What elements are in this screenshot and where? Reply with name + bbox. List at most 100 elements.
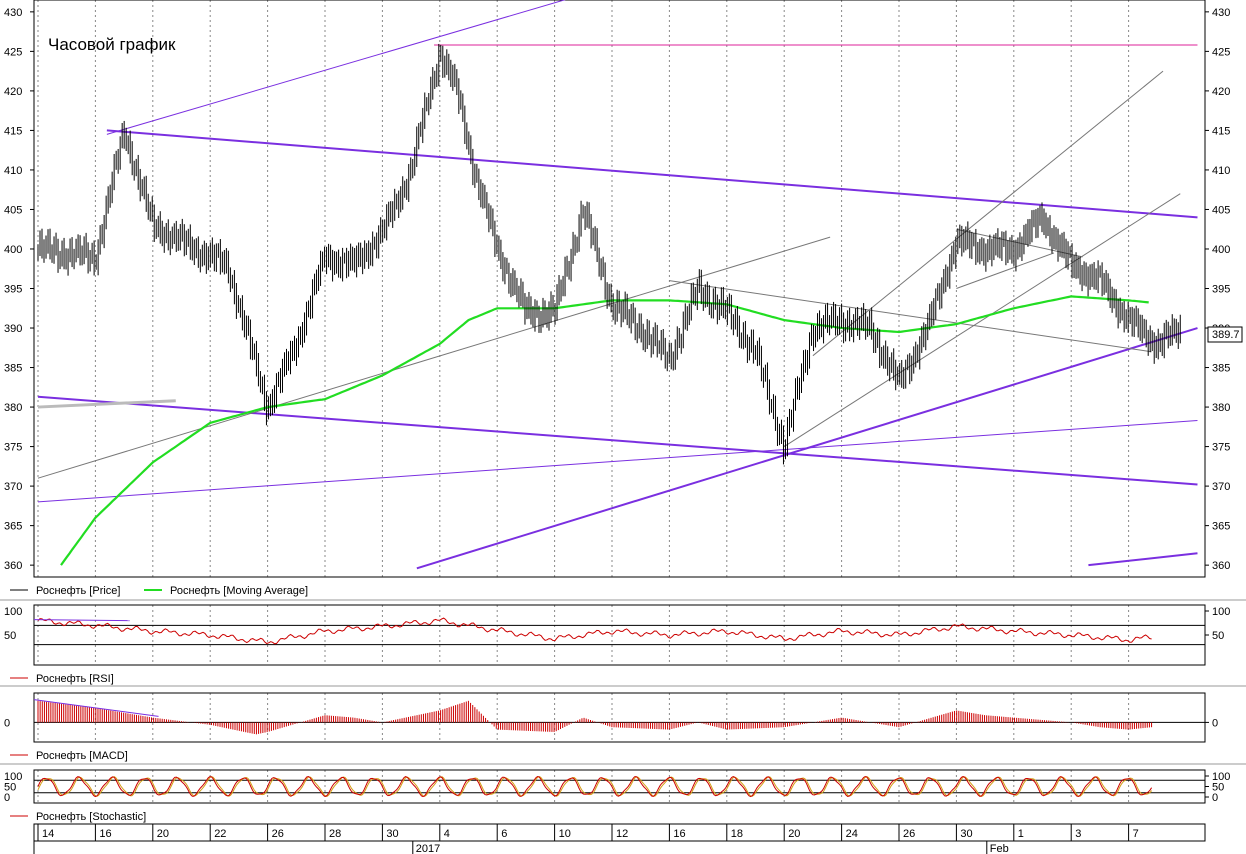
price-tick-label-right: 380 — [1212, 402, 1230, 414]
date-tick-label: 26 — [903, 828, 915, 840]
rsi-legend: Роснефть [RSI] — [10, 673, 114, 685]
trendline-thin-flag — [956, 252, 1055, 289]
price-tick-label-left: 380 — [4, 402, 22, 414]
date-tick-label: 30 — [960, 828, 972, 840]
price-legend-label: Роснефть [Price] — [36, 585, 120, 597]
price-tick-label-right: 415 — [1212, 125, 1230, 137]
trendline-grey-stub — [37, 399, 176, 409]
chart-title: Часовой график — [48, 35, 176, 54]
trendline-layer — [37, 0, 1198, 570]
main-legend: Роснефть [Price] Роснефть [Moving Averag… — [10, 585, 308, 597]
price-tick-label-right: 430 — [1212, 7, 1230, 19]
date-tick-label: 16 — [673, 828, 685, 840]
price-tick-label-left: 370 — [4, 481, 22, 493]
price-tick-label-left: 405 — [4, 204, 22, 216]
rsi-legend-label: Роснефть [RSI] — [36, 673, 114, 685]
price-tick-label-right: 410 — [1212, 165, 1230, 177]
stochastic-line — [37, 775, 1153, 798]
macd-legend-label: Роснефть [MACD] — [36, 750, 128, 762]
ma-legend-label: Роснефть [Moving Average] — [170, 585, 308, 597]
price-tick-label-left: 415 — [4, 125, 22, 137]
stochastic-tick-label-right: 100 — [1212, 771, 1230, 783]
macd-trendline — [33, 699, 159, 717]
price-tick-label-left: 410 — [4, 165, 22, 177]
moving-average-layer — [60, 295, 1149, 566]
stochastic-tick-label-left: 50 — [4, 782, 16, 794]
stochastic-tick-label-right: 50 — [1212, 782, 1224, 794]
macd-tick-label-right: 0 — [1212, 717, 1218, 729]
price-tick-label-right: 360 — [1212, 560, 1230, 572]
price-tick-label-right: 370 — [1212, 481, 1230, 493]
price-tick-label-left: 375 — [4, 442, 22, 454]
last-price-marker: 389.7 — [1207, 326, 1243, 343]
price-tick-label-left: 395 — [4, 284, 22, 296]
price-tick-label-right: 395 — [1212, 284, 1230, 296]
moving-average-line — [60, 295, 1149, 566]
last-price-label: 389.7 — [1212, 329, 1240, 341]
date-tick-label: 1 — [1018, 828, 1024, 840]
date-tick-label: 28 — [329, 828, 341, 840]
rsi-line — [37, 617, 1152, 645]
date-axis-frame — [33, 823, 1206, 842]
date-tick-label: 10 — [559, 828, 571, 840]
date-tick-label: 3 — [1075, 828, 1081, 840]
date-tick-label: 4 — [444, 828, 450, 840]
rsi-tick-label-right: 50 — [1212, 630, 1224, 642]
price-tick-label-right: 375 — [1212, 442, 1230, 454]
stochastic-legend-label: Роснефть [Stochastic] — [36, 811, 146, 823]
stochastic-signal-line — [37, 776, 1152, 797]
trendline-resistance-upper — [106, 129, 1198, 219]
date-tick-label: 6 — [501, 828, 507, 840]
last-price-box — [1207, 326, 1243, 343]
date-tick-label: 30 — [386, 828, 398, 840]
price-tick-label-left: 360 — [4, 560, 22, 572]
price-tick-label-right: 365 — [1212, 521, 1230, 533]
price-tick-label-left: 400 — [4, 244, 22, 256]
trendline-support-lower — [37, 395, 1198, 486]
stochastic-tick-label-left: 0 — [4, 792, 10, 804]
macd-tick-label-left: 0 — [4, 717, 10, 729]
price-tick-label-left: 420 — [4, 86, 22, 98]
trendline-thin-descending — [669, 280, 1152, 353]
price-tick-label-right: 425 — [1212, 46, 1230, 58]
period-label: 2017 — [416, 843, 440, 854]
date-tick-label: 22 — [214, 828, 226, 840]
rsi-trendline — [33, 619, 130, 622]
price-tick-label-left: 430 — [4, 7, 22, 19]
date-tick-label: 14 — [42, 828, 54, 840]
macd-pane-frame — [33, 692, 1206, 743]
rsi-tick-label-left: 100 — [4, 606, 22, 618]
date-tick-label: 16 — [99, 828, 111, 840]
macd-layer — [33, 699, 1205, 735]
trendline-outer-channel-bottom — [37, 419, 1198, 503]
stochastic-legend: Роснефть [Stochastic] — [10, 811, 146, 823]
trendline-outer-channel-top — [106, 0, 566, 135]
price-tick-label-left: 390 — [4, 323, 22, 335]
date-tick-label: 20 — [157, 828, 169, 840]
price-tick-label-right: 385 — [1212, 363, 1230, 375]
date-tick-label: 20 — [788, 828, 800, 840]
trendline-thin-channel-3 — [783, 193, 1181, 448]
macd-legend: Роснефть [MACD] — [10, 750, 128, 762]
period-label: Feb — [990, 843, 1009, 854]
price-tick-label-left: 365 — [4, 521, 22, 533]
date-tick-label: 18 — [731, 828, 743, 840]
date-tick-label: 7 — [1133, 828, 1139, 840]
price-tick-label-right: 400 — [1212, 244, 1230, 256]
rsi-tick-label-left: 50 — [4, 630, 16, 642]
price-tick-label-left: 425 — [4, 46, 22, 58]
price-layer — [37, 43, 1181, 465]
stochastic-tick-label-left: 100 — [4, 771, 22, 783]
rsi-layer — [33, 617, 1205, 646]
date-tick-label: 12 — [616, 828, 628, 840]
price-tick-label-right: 405 — [1212, 204, 1230, 216]
rsi-tick-label-right: 100 — [1212, 606, 1230, 618]
price-tick-label-right: 420 — [1212, 86, 1230, 98]
stochastic-tick-label-right: 0 — [1212, 792, 1218, 804]
date-tick-label: 24 — [846, 828, 858, 840]
grid-layer — [37, 0, 1130, 841]
date-tick-label: 26 — [272, 828, 284, 840]
